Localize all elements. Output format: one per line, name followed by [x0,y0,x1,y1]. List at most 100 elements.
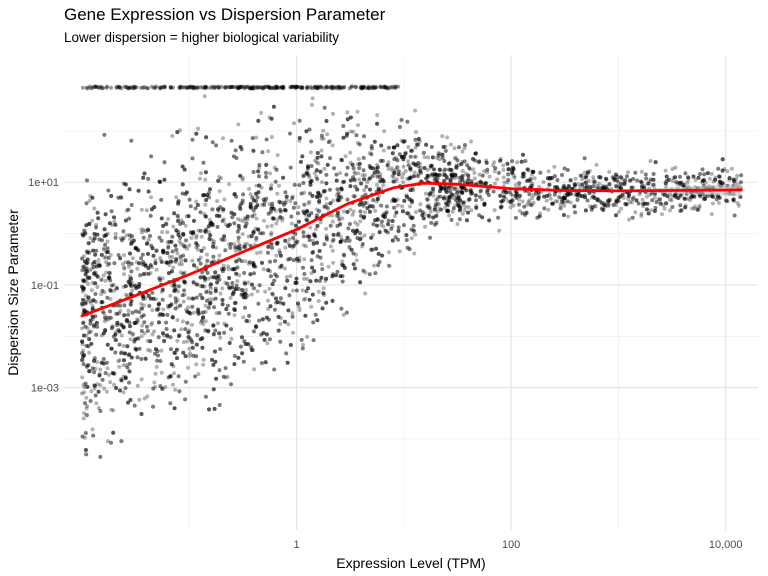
scatter-point [95,232,100,237]
scatter-point [150,265,155,270]
scatter-point [248,272,253,277]
scatter-point [290,196,295,201]
scatter-point [656,197,661,202]
scatter-point [562,203,567,208]
scatter-point [288,343,293,347]
scatter-point [113,337,118,342]
scatter-point [126,312,131,317]
scatter-point [374,246,378,251]
scatter-point [150,332,155,337]
scatter-point [312,269,317,274]
scatter-point [99,300,104,305]
scatter-point [81,362,86,367]
scatter-point [283,286,288,291]
scatter-point [509,192,514,197]
scatter-point [84,343,89,348]
scatter-point [165,333,170,338]
scatter-point [121,390,126,395]
scatter-point [318,220,323,225]
scatter-point [588,185,593,190]
scatter-point [631,185,636,190]
scatter-point [313,158,318,163]
scatter-point [679,208,684,213]
scatter-point [369,152,374,157]
scatter-point [251,262,256,267]
scatter-point [194,233,199,238]
scatter-point [183,327,188,332]
scatter-point [101,331,106,336]
scatter-point [245,241,250,246]
scatter-point [345,235,350,240]
scatter-point [498,158,503,163]
scatter-point [161,331,165,336]
scatter-point [136,318,140,323]
scatter-point [371,222,376,227]
scatter-point [302,202,307,207]
scatter-point [129,355,134,360]
scatter-point [233,287,238,292]
scatter-point [639,214,644,218]
scatter-point [200,345,205,350]
scatter-point [476,160,481,165]
scatter-point [118,377,123,382]
scatter-point [95,263,100,268]
scatter-point [251,329,256,334]
scatter-point [291,235,296,240]
scatter-point [269,116,274,121]
scatter-point [85,384,90,389]
scatter-point [285,278,290,283]
scatter-point [307,213,312,218]
scatter-point [357,202,362,207]
scatter-point [375,165,380,170]
scatter-point [314,278,319,283]
scatter-point [117,342,122,347]
scatter-point [159,370,164,375]
scatter-point [187,197,192,202]
scatter-point [283,238,288,243]
scatter-point [440,134,445,139]
scatter-point [208,187,212,192]
scatter-point [225,303,230,308]
scatter-point [307,234,312,239]
scatter-point [88,236,93,240]
scatter-point [468,190,473,194]
scatter-point [534,191,538,196]
scatter-point [234,271,239,276]
scatter-point [182,270,187,275]
scatter-point [387,250,391,255]
scatter-point [161,248,166,253]
scatter-point [167,304,172,308]
scatter-point [197,176,202,181]
scatter-point [263,289,268,294]
scatter-point [738,180,743,185]
scatter-point [221,207,226,212]
scatter-point [158,312,163,317]
scatter-point [91,298,96,303]
scatter-point [375,174,380,179]
scatter-point [560,173,564,177]
scatter-point [240,288,245,293]
scatter-point [455,190,460,195]
scatter-point [176,304,180,309]
scatter-point [211,254,216,259]
scatter-point [428,191,433,196]
scatter-point [457,145,461,150]
scatter-point [238,145,243,149]
scatter-point [478,189,483,194]
scatter-point [338,274,343,279]
scatter-point [229,382,233,387]
scatter-point [396,169,401,174]
scatter-point [395,158,400,163]
scatter-point [203,230,208,235]
scatter-point [127,277,132,282]
scatter-point [353,266,357,271]
scatter-point [392,198,397,203]
scatter-point [373,218,378,223]
scatter-point [314,194,319,199]
scatter-point [171,265,176,270]
scatter-point [293,231,298,236]
scatter-point [320,267,325,272]
scatter-point [306,286,311,291]
scatter-point [201,160,206,165]
scatter-point [418,165,423,170]
